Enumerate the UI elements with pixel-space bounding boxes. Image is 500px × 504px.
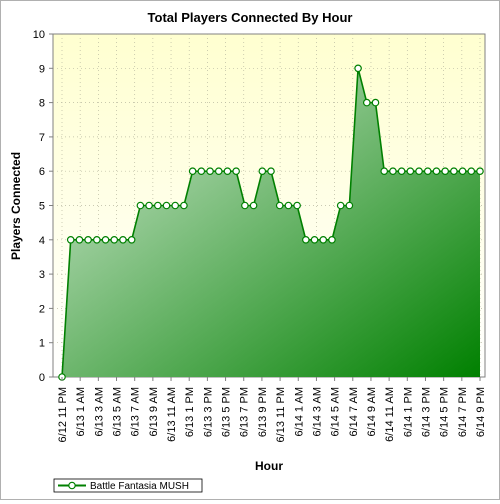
x-tick-label: 6/13 9 PM xyxy=(257,387,269,437)
y-axis-title: Players Connected xyxy=(9,152,23,260)
y-tick-label: 6 xyxy=(39,166,45,178)
y-tick-label: 7 xyxy=(39,132,45,144)
data-point xyxy=(458,167,467,176)
data-point xyxy=(241,201,249,210)
y-tick-label: 1 xyxy=(39,338,45,350)
data-point xyxy=(441,167,449,176)
data-point xyxy=(249,201,258,210)
data-point xyxy=(310,236,319,244)
x-tick-label: 6/14 5 AM xyxy=(330,387,342,437)
data-point xyxy=(423,167,432,176)
data-point xyxy=(214,167,223,176)
data-point xyxy=(258,167,267,176)
data-point xyxy=(345,201,354,210)
data-point xyxy=(293,201,301,210)
data-point xyxy=(232,167,240,176)
y-tick-label: 5 xyxy=(39,201,45,213)
data-point xyxy=(267,167,275,176)
legend-box xyxy=(53,478,203,493)
x-tick-label: 6/14 9 PM xyxy=(475,387,487,437)
series-area-fill xyxy=(62,68,480,378)
data-point xyxy=(275,201,284,210)
x-tick-label: 6/14 3 AM xyxy=(311,387,323,437)
data-point xyxy=(75,236,84,244)
data-point xyxy=(389,167,397,176)
data-point xyxy=(467,167,476,176)
data-point xyxy=(415,167,423,176)
data-point xyxy=(319,236,328,244)
data-point xyxy=(101,236,110,244)
x-tick-label: 6/14 7 PM xyxy=(457,387,469,437)
data-point xyxy=(371,98,380,107)
data-point xyxy=(476,167,484,176)
x-tick-label: 6/13 1 PM xyxy=(184,387,196,437)
data-point xyxy=(206,167,214,176)
x-tick-label: 6/13 3 AM xyxy=(93,387,105,437)
x-tick-label: 6/13 5 PM xyxy=(221,387,233,437)
data-point xyxy=(171,201,180,210)
data-point xyxy=(188,167,197,176)
area-series xyxy=(58,64,484,381)
y-tick-label: 9 xyxy=(39,63,45,75)
data-point xyxy=(93,236,101,244)
data-point xyxy=(84,236,92,244)
data-point xyxy=(223,167,232,176)
data-point xyxy=(354,64,362,73)
data-point xyxy=(397,167,406,176)
data-point xyxy=(66,236,75,244)
data-point xyxy=(162,201,171,210)
y-tick-label: 8 xyxy=(39,98,45,110)
data-point xyxy=(380,167,389,176)
data-point xyxy=(432,167,441,176)
x-tick-label: 6/13 5 AM xyxy=(112,387,124,437)
data-point xyxy=(450,167,458,176)
data-point xyxy=(136,201,145,210)
y-tick-label: 4 xyxy=(39,235,45,247)
x-axis-title: Hour xyxy=(255,459,283,473)
y-tick-label: 0 xyxy=(39,372,45,384)
y-axis-ticks: 0 1 2 3 4 5 6 7 8 9 10 xyxy=(33,29,53,384)
x-tick-label: 6/14 11 AM xyxy=(384,387,396,442)
data-point xyxy=(406,167,415,176)
x-tick-label: 6/13 7 AM xyxy=(130,387,142,437)
x-tick-label: 6/14 3 PM xyxy=(420,387,432,437)
data-point xyxy=(145,201,153,210)
data-point xyxy=(336,201,345,210)
x-tick-label: 6/13 3 PM xyxy=(202,387,214,437)
y-tick-label: 2 xyxy=(39,303,45,315)
data-point xyxy=(153,201,162,210)
x-tick-label: 6/14 5 PM xyxy=(439,387,451,437)
x-tick-label: 6/13 9 AM xyxy=(148,387,160,437)
data-point xyxy=(127,236,136,244)
x-tick-label: 6/13 11 AM xyxy=(166,387,178,442)
data-point xyxy=(328,236,336,244)
y-tick-label: 3 xyxy=(39,269,45,281)
data-point xyxy=(110,236,119,244)
x-tick-label: 6/14 1 PM xyxy=(402,387,414,437)
data-point xyxy=(119,236,127,244)
data-point xyxy=(284,201,293,210)
x-tick-label: 6/13 7 PM xyxy=(239,387,251,437)
data-point xyxy=(180,201,188,210)
x-tick-label: 6/13 1 AM xyxy=(75,387,87,437)
data-point xyxy=(362,98,371,107)
chart-title: Total Players Connected By Hour xyxy=(148,10,353,25)
x-tick-label: 6/12 11 PM xyxy=(57,387,69,442)
legend-marker xyxy=(68,481,76,490)
data-point xyxy=(302,236,310,244)
legend-label: Battle Fantasia MUSH xyxy=(90,481,189,492)
x-tick-label: 6/14 1 AM xyxy=(293,387,305,437)
y-tick-label: 10 xyxy=(33,29,45,41)
x-axis-ticks: 6/12 11 PM 6/13 1 AM 6/13 3 AM 6/13 5 AM 6/1… xyxy=(57,377,487,442)
x-tick-label: 6/14 9 AM xyxy=(366,387,378,437)
x-tick-label: 6/14 7 AM xyxy=(348,387,360,437)
data-point xyxy=(197,167,206,176)
legend: Battle Fantasia MUSH xyxy=(53,478,203,493)
x-tick-label: 6/13 11 PM xyxy=(275,387,287,442)
